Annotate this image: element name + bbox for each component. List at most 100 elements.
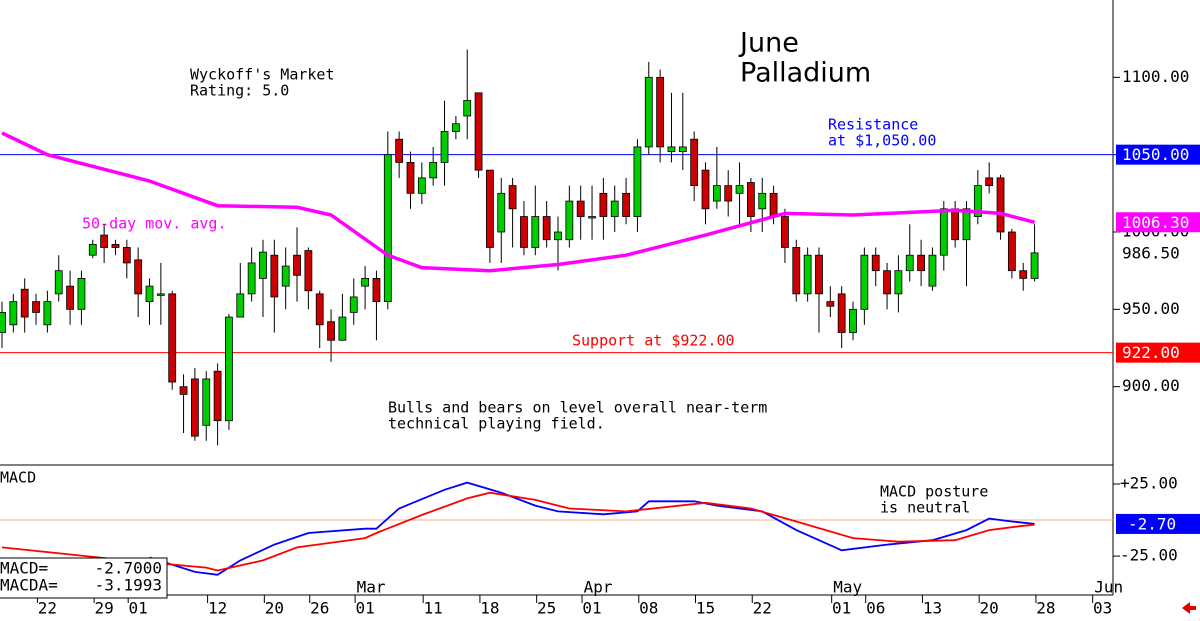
x-tick-label: 25 [537, 599, 556, 618]
legend-name: MACD= [0, 559, 48, 578]
x-tick-label: 26 [310, 599, 329, 618]
ma-value-label-box [1116, 212, 1200, 233]
candle-body [746, 182, 755, 217]
candle-body [701, 169, 710, 210]
candle-body [20, 288, 29, 318]
x-tick-label: 22 [753, 599, 772, 618]
annotation: technical playing field. [388, 415, 605, 433]
candle-body [497, 192, 506, 233]
candle-body [985, 177, 994, 187]
level-label: 922.00 [1122, 343, 1180, 362]
candle-body [247, 262, 256, 295]
candle-body [758, 192, 767, 210]
candle-body [281, 265, 290, 287]
x-tick-label: 01 [832, 599, 851, 618]
candle-body [678, 146, 687, 152]
x-tick-label: 29 [94, 599, 113, 618]
candle-body [406, 161, 415, 194]
x-tick-label: 11 [424, 599, 443, 618]
candle-body [1030, 252, 1039, 279]
candle-body [417, 177, 426, 194]
candle-body [361, 277, 370, 287]
x-tick-label: 20 [980, 599, 999, 618]
candle-body [338, 316, 347, 341]
annotation: MACD posture [880, 483, 988, 501]
candle-body [259, 251, 267, 279]
candle-body [122, 247, 131, 264]
candle-body [111, 243, 120, 248]
legend-value: -3.1993 [95, 576, 162, 595]
candle-body [860, 254, 869, 310]
candle-body [905, 254, 914, 272]
candle-body [156, 293, 165, 296]
moving-average [1, 131, 1036, 273]
ma-value-label: 1006.30 [1122, 213, 1189, 232]
candle-body [463, 100, 472, 117]
candle-body [531, 216, 540, 248]
arrow-icon[interactable] [1182, 602, 1196, 614]
candle-body [712, 185, 721, 202]
x-tick-label: 13 [923, 599, 942, 618]
month-label: Jun [1094, 578, 1123, 597]
candle-body [803, 254, 812, 295]
candle-body [996, 177, 1005, 233]
candle-body [724, 185, 733, 202]
chart-title: Palladium [740, 58, 871, 89]
candle-body [781, 216, 789, 248]
candle-body [486, 169, 494, 248]
candle-body [520, 216, 528, 248]
candle-body [542, 216, 551, 241]
candle-body [66, 285, 74, 310]
rating: Rating: 5.0 [190, 82, 289, 100]
candle-body [849, 308, 857, 333]
candle-body [554, 231, 562, 241]
candle-body [9, 301, 18, 326]
y-tick-label: 900.00 [1122, 376, 1180, 395]
candle-body [837, 293, 846, 333]
candle-body [327, 321, 335, 341]
candle-body [349, 296, 358, 313]
candle-body [315, 293, 324, 326]
panel-title: MACD [0, 469, 36, 487]
month-label: Mar [357, 578, 386, 597]
candle-body [962, 208, 971, 241]
x-tick-label: 12 [208, 599, 227, 618]
candle-body [440, 131, 449, 163]
candle-body [917, 254, 926, 272]
candle-body [270, 254, 279, 298]
candle-body [644, 76, 653, 148]
candle-body [77, 277, 86, 310]
candle-body [32, 301, 40, 313]
candle-body [474, 92, 483, 171]
candle-body [951, 208, 960, 241]
candle-body [599, 192, 608, 217]
candle-body [0, 312, 6, 333]
candle-body [633, 146, 642, 217]
x-tick-label: 22 [38, 599, 57, 618]
level-label: 1050.00 [1122, 145, 1189, 164]
month-label: May [833, 578, 862, 597]
candle-body [826, 301, 835, 307]
annotation: Bulls and bears on level overall near-te… [388, 399, 767, 417]
candle-body [395, 138, 404, 163]
candle-body [1007, 231, 1016, 272]
candle-body [667, 146, 676, 152]
macd-line [149, 481, 1035, 576]
x-tick-label: 01 [129, 599, 148, 618]
chart-title: June [738, 28, 799, 59]
candle-body [735, 185, 744, 194]
last-close-label-box [1116, 242, 1200, 263]
annotation: Support at $922.00 [572, 332, 735, 350]
y-tick-label: 950.00 [1122, 299, 1180, 318]
x-tick-label: 20 [265, 599, 284, 618]
candle-body [508, 185, 517, 210]
candle-body [168, 293, 177, 383]
legend-value: -2.7000 [95, 559, 162, 578]
annotation: at $1,050.00 [828, 132, 936, 150]
candle-body [565, 200, 574, 241]
last-close-label: 986.50 [1122, 243, 1180, 262]
candle-body [894, 270, 903, 295]
level-label-box [1116, 342, 1200, 363]
